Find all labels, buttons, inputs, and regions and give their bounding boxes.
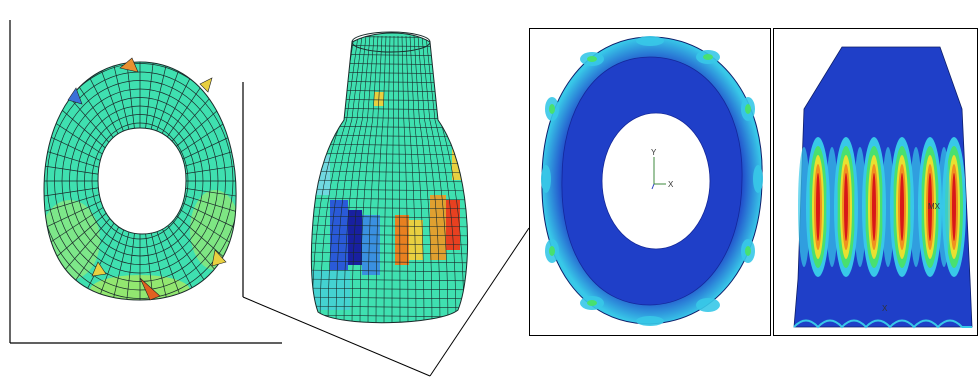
triad-label-bottom: X (882, 304, 888, 313)
contour-ring-top-view: Y X (529, 28, 771, 336)
max-marker: MX (928, 202, 941, 211)
rim-hotspots (549, 54, 751, 306)
contour-shell-side-view: MX X (773, 28, 978, 336)
triad-x-label: X (668, 180, 674, 189)
ring-rim-folds (67, 57, 227, 301)
ring-hole (601, 112, 711, 250)
coordinate-triad: Y X (651, 148, 674, 190)
triad-y-label: Y (651, 148, 657, 157)
